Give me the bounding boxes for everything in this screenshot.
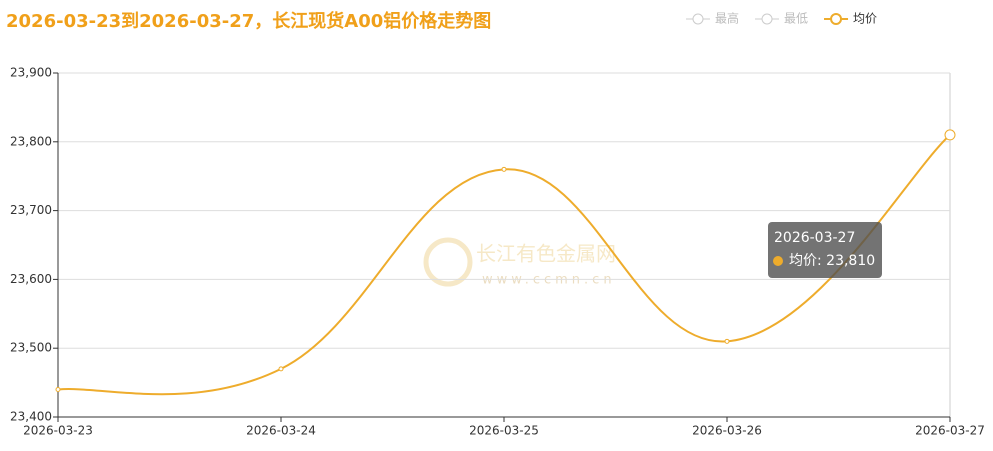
x-tick-label: 2026-03-27 <box>915 424 985 438</box>
watermark: 长江有色金属网 www.ccmn.cn <box>423 237 616 288</box>
legend-label: 最低 <box>784 12 808 26</box>
tooltip-title: 2026-03-27 <box>774 230 855 246</box>
x-tick-label: 2026-03-25 <box>469 424 539 438</box>
chart-title: 2026-03-23到2026-03-27，长江现货A00铝价格走势图 <box>6 10 491 32</box>
x-tick-label: 2026-03-24 <box>246 424 316 438</box>
y-tick-label: 23,900 <box>10 66 52 80</box>
legend-marker <box>761 13 773 25</box>
tooltip: 2026-03-27 均价: 23,810 <box>768 222 882 278</box>
legend-marker <box>830 13 843 25</box>
legend-label: 均价 <box>853 12 877 26</box>
y-tick-label: 23,800 <box>10 134 52 148</box>
tooltip-text: 均价: 23,810 <box>789 253 875 269</box>
watermark-url: www.ccmn.cn <box>482 273 616 288</box>
y-tick-label: 23,400 <box>10 410 52 424</box>
legend-label: 最高 <box>715 11 739 26</box>
point <box>724 338 730 344</box>
x-tick-label: 2026-03-23 <box>23 424 93 438</box>
watermark-logo <box>423 237 473 287</box>
y-tick-label: 23,600 <box>10 272 52 286</box>
point <box>278 366 284 372</box>
tooltip-box <box>768 222 882 278</box>
watermark-name: 长江有色金属网 <box>476 242 616 266</box>
legend-marker <box>692 13 704 25</box>
point <box>55 386 61 392</box>
tooltip-dot <box>773 256 783 266</box>
y-tick-label: 23,700 <box>10 203 52 217</box>
x-tick-label: 2026-03-26 <box>692 424 762 438</box>
point <box>501 166 507 172</box>
y-tick-label: 23,500 <box>10 341 52 355</box>
line <box>57 134 951 396</box>
point <box>944 129 956 141</box>
